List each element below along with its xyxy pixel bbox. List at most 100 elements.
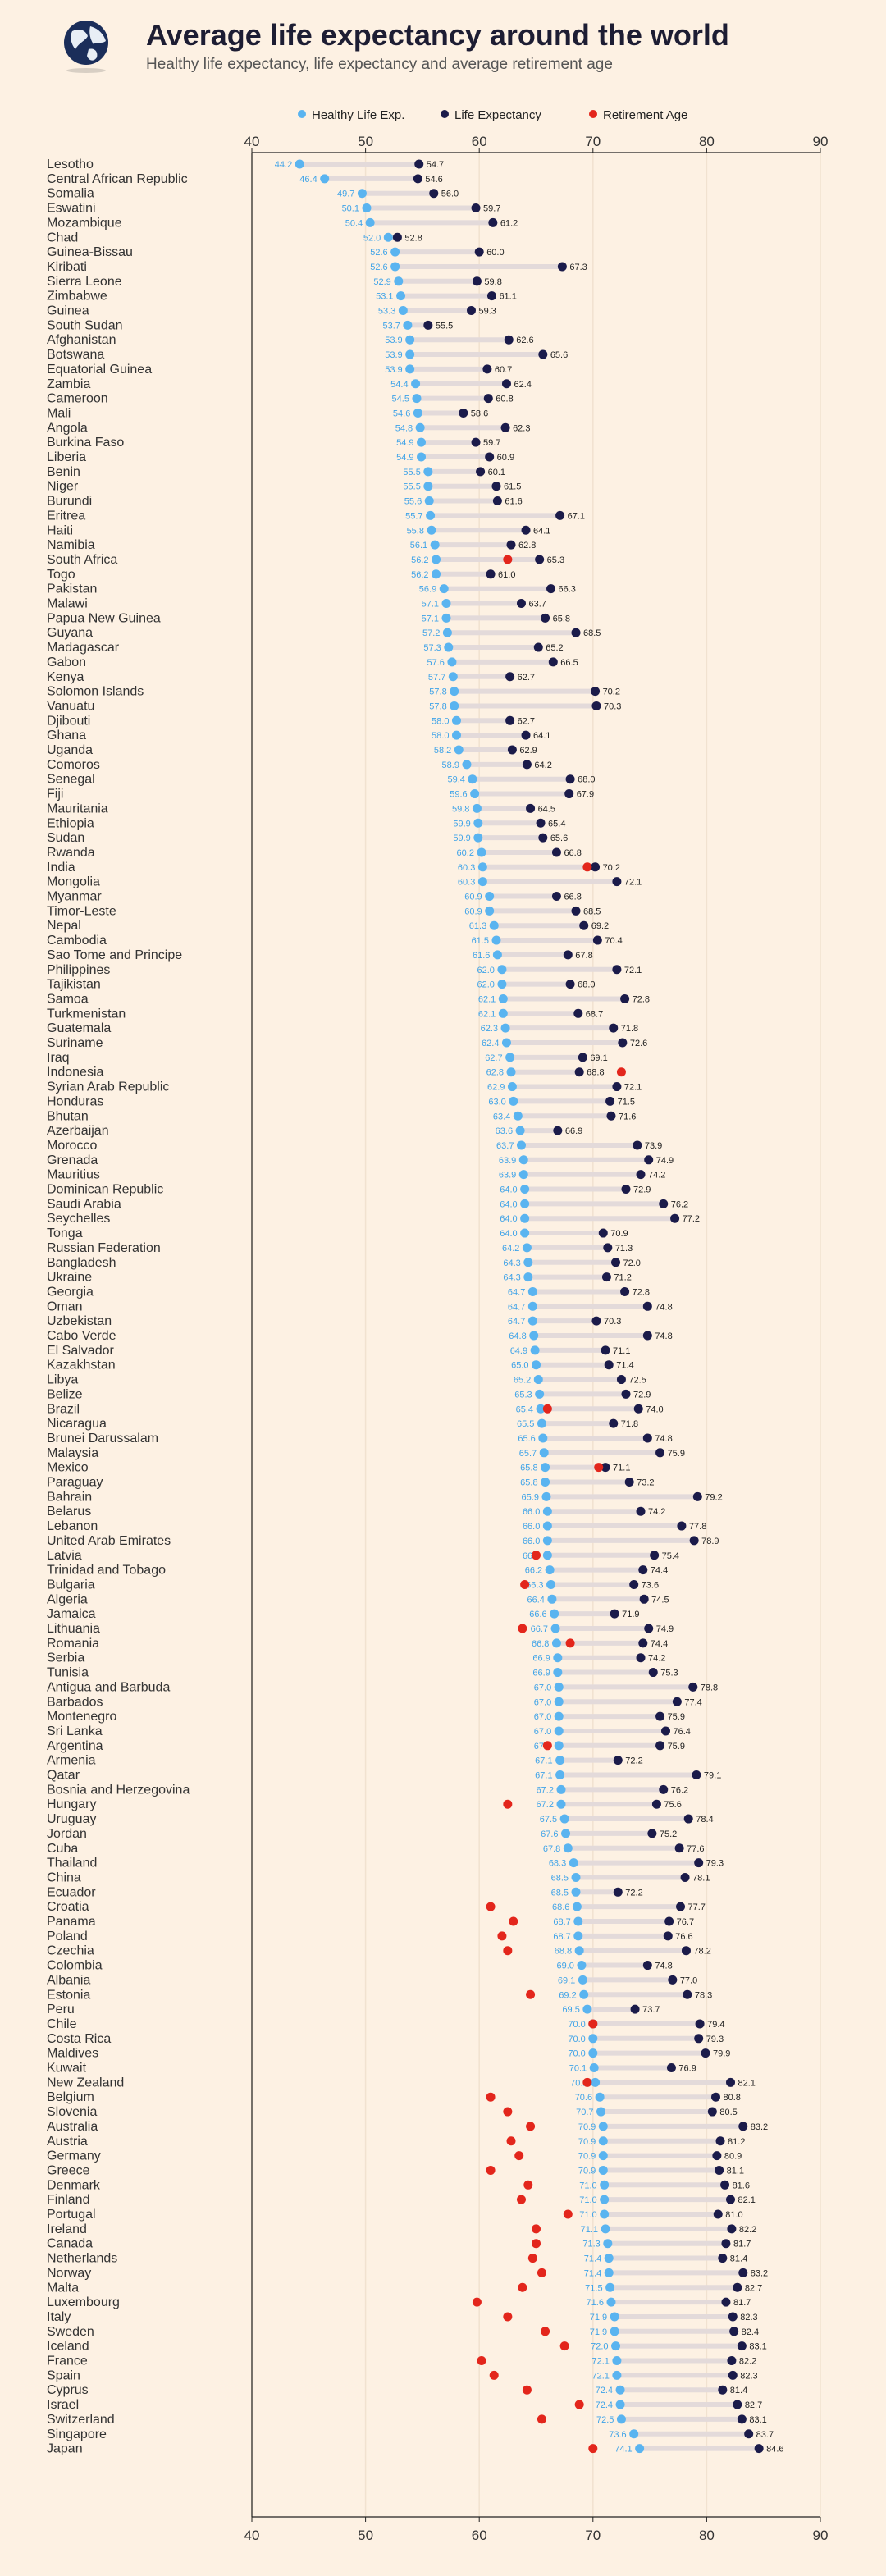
life-expectancy-dot [413,174,422,184]
life-value-label: 62.4 [514,380,531,390]
healthy-life-dot [477,862,487,872]
healthy-life-dot [542,1536,552,1546]
life-value-label: 82.2 [739,2225,756,2235]
life-value-label: 70.2 [603,863,620,873]
life-value-label: 66.8 [564,848,581,858]
country-label: Cyprus [47,2383,89,2397]
country-label: Eritrea [47,509,85,523]
country-label: Brunei Darussalam [47,1432,158,1446]
country-label: Ukraine [47,1271,92,1285]
country-label: Ghana [47,728,86,742]
country-label: Oman [47,1299,83,1313]
healthy-value-label: 62.7 [485,1053,502,1063]
retirement-age-dot [542,1741,552,1751]
healthy-value-label: 67.1 [535,1756,552,1766]
healthy-life-dot [554,1741,564,1751]
chart-subtitle: Healthy life expectancy, life expectancy… [146,56,613,73]
healthy-life-dot [500,1023,510,1033]
healthy-life-dot [555,1756,565,1765]
country-label: Ecuador [47,1885,96,1899]
country-label: Brazil [47,1402,80,1416]
life-value-label: 77.2 [683,1214,700,1224]
retirement-age-dot [486,2165,496,2175]
healthy-life-dot [563,1843,573,1853]
life-expectancy-dot [563,950,573,960]
country-label: Russian Federation [47,1241,161,1255]
country-label: Zambia [47,377,90,391]
healthy-value-label: 70.9 [578,2166,596,2176]
healthy-value-label: 71.4 [584,2254,601,2264]
country-label: Uruguay [47,1812,96,1826]
life-expectancy-dot [551,847,561,857]
life-expectancy-dot [612,877,622,887]
retirement-age-dot [588,2019,598,2029]
healthy-life-dot [600,2209,610,2219]
country-label: Malta [47,2281,79,2295]
life-expectancy-dot [621,1185,631,1194]
life-expectancy-dot [621,1389,631,1399]
life-expectancy-dot [642,1301,652,1311]
life-value-label: 78.4 [696,1815,713,1825]
life-value-label: 59.3 [478,307,496,317]
legend-label-life: Life Expectancy [454,108,541,122]
life-expectancy-dot [636,1506,646,1516]
life-value-label: 82.1 [738,2195,756,2205]
life-value-label: 61.1 [499,292,516,302]
healthy-life-dot [530,1345,540,1355]
life-expectancy-dot [546,584,556,594]
country-label: Papua New Guinea [47,611,161,625]
life-value-label: 82.7 [745,2400,762,2410]
healthy-life-dot [473,833,483,843]
healthy-life-dot [451,715,461,725]
country-label: Myanmar [47,890,102,904]
healthy-life-dot [569,1858,578,1868]
life-expectancy-dot [642,1433,652,1443]
country-label: Peru [47,2003,75,2016]
healthy-life-dot [588,2048,598,2058]
healthy-value-label: 64.9 [510,1346,527,1356]
life-value-label: 55.5 [436,321,453,331]
country-label: India [47,861,75,875]
life-value-label: 77.6 [687,1844,704,1854]
life-expectancy-dot [500,422,510,432]
country-label: Spain [47,2368,80,2382]
life-expectancy-dot [672,1697,682,1706]
retirement-age-dot [503,2107,513,2117]
life-value-label: 81.4 [730,2386,747,2396]
healthy-value-label: 54.6 [393,409,410,418]
country-label: Lebanon [47,1519,98,1533]
retirement-age-dot [472,2297,482,2307]
life-value-label: 75.4 [662,1551,679,1561]
country-label: Equatorial Guinea [47,363,152,377]
country-label: Madagascar [47,641,120,655]
life-expectancy-dot [655,1741,665,1751]
life-expectancy-dot [538,833,548,843]
life-value-label: 65.4 [548,819,565,829]
country-label: Nicaragua [47,1417,107,1431]
country-label: Portugal [47,2208,96,2222]
healthy-life-dot [505,1053,515,1062]
life-value-label: 82.2 [739,2357,756,2367]
retirement-age-dot [477,2356,486,2365]
life-expectancy-dot [522,760,532,770]
healthy-life-dot [589,2063,599,2072]
healthy-value-label: 72.1 [591,2357,609,2367]
country-label: United Arab Emirates [47,1534,171,1548]
legend-label-healthy: Healthy Life Exp. [312,108,404,122]
healthy-value-label: 59.4 [447,775,464,785]
country-label: Indonesia [47,1066,103,1080]
life-expectancy-dot [466,306,476,315]
country-label: Azerbaijan [47,1124,109,1138]
life-expectancy-dot [505,672,515,682]
retirement-age-dot [486,2092,496,2102]
life-expectancy-dot [598,1228,608,1238]
retirement-age-dot [486,1902,496,1911]
life-expectancy-dot [483,394,493,404]
healthy-life-dot [529,1331,539,1341]
life-expectancy-dot [471,437,481,447]
life-expectancy-dot [683,1814,693,1824]
healthy-life-dot [398,306,408,315]
life-value-label: 79.3 [706,2035,724,2044]
life-expectancy-dot [692,1770,701,1779]
